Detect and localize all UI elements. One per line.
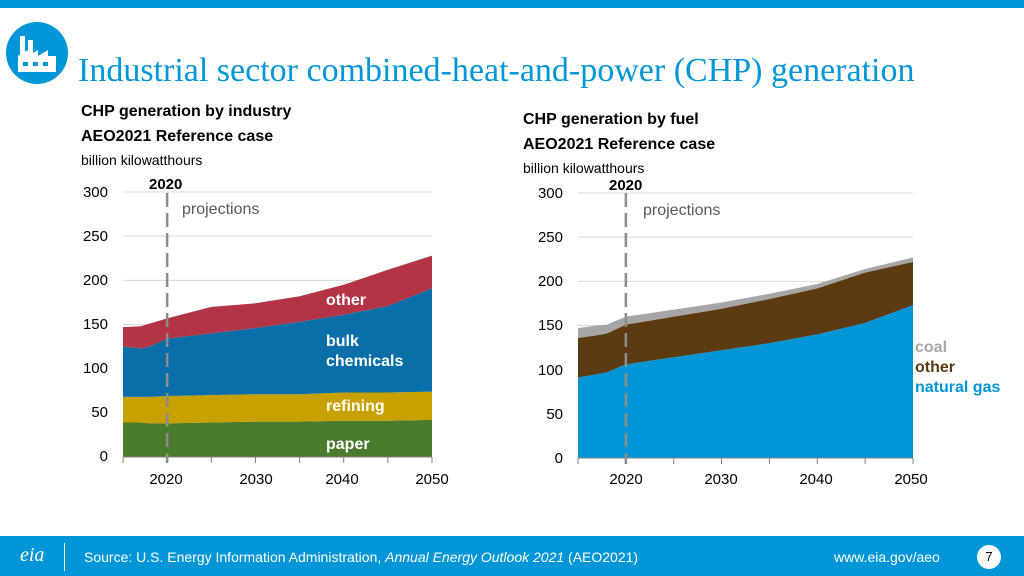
- left-x-tick: 2040: [325, 471, 359, 488]
- source-publication: Annual Energy Outlook 2021: [385, 549, 565, 565]
- right-y-tick: 100: [537, 362, 563, 379]
- left-y-tick: 200: [82, 272, 108, 289]
- legend-natural-gas: natural gas: [915, 379, 1001, 396]
- page-title: Industrial sector combined-heat-and-powe…: [78, 52, 915, 89]
- bulk-chemicals-label: bulk chemicals: [326, 333, 404, 370]
- right-chart-units: billion kilowatthours: [523, 160, 645, 176]
- right-y-tick: 0: [554, 450, 563, 467]
- left-projections-label: projections: [182, 201, 260, 218]
- right-x-tick: 2020: [609, 471, 643, 488]
- other-industry-label: other: [326, 292, 366, 309]
- left-chart-case: AEO2021 Reference case: [81, 128, 274, 145]
- left-x-tick: 2050: [415, 471, 449, 488]
- footer-divider: [64, 543, 65, 571]
- right-x-tick: 2050: [894, 471, 928, 488]
- left-chart-title: CHP generation by industry: [81, 103, 292, 120]
- top-accent-bar: [0, 0, 1024, 8]
- right-y-tick: 200: [537, 273, 563, 290]
- left-x-tick: 2030: [239, 471, 273, 488]
- right-y-tick: 300: [537, 185, 563, 202]
- area-bulk-chemicals: [123, 288, 432, 397]
- area-paper: [123, 419, 432, 457]
- legend-other-fuel: other: [915, 359, 955, 376]
- left-y-tick: 250: [82, 228, 108, 245]
- left-x-tick: 2020: [149, 471, 183, 488]
- right-y-tick: 150: [537, 317, 563, 334]
- paper-label: paper: [326, 436, 370, 453]
- left-y-tick: 0: [99, 448, 108, 465]
- area-coal: [578, 257, 913, 338]
- right-chart-case: AEO2021 Reference case: [523, 136, 716, 153]
- area-natural-gas: [578, 305, 913, 458]
- source-prefix: Source: U.S. Energy Information Administ…: [84, 549, 386, 565]
- legend-coal: coal: [915, 339, 948, 356]
- right-x-tick: 2040: [799, 471, 833, 488]
- source-suffix: (AEO2021): [564, 549, 639, 565]
- right-y-tick: 250: [537, 229, 563, 246]
- area-other: [578, 261, 913, 378]
- area-other: [123, 255, 432, 349]
- right-chart-title: CHP generation by fuel: [523, 111, 699, 128]
- area-refining: [123, 391, 432, 424]
- right-marker-year-label: 2020: [609, 177, 643, 194]
- right-chart-plot: [577, 192, 914, 464]
- left-y-tick: 150: [82, 316, 108, 333]
- source-note: Source: U.S. Energy Information Administ…: [84, 549, 638, 565]
- left-y-tick: 100: [82, 360, 108, 377]
- refining-label: refining: [326, 398, 385, 415]
- left-marker-year-label: 2020: [149, 176, 183, 193]
- right-projections-label: projections: [643, 202, 721, 219]
- right-y-tick: 50: [546, 406, 563, 423]
- footer-url[interactable]: www.eia.gov/aeo: [834, 549, 940, 565]
- left-chart-plot: [122, 191, 433, 463]
- left-y-tick: 300: [82, 184, 108, 201]
- footer-bar: [0, 536, 1024, 576]
- factory-icon: [6, 22, 68, 84]
- eia-logo: eia: [20, 544, 45, 566]
- page-number: 7: [977, 545, 1001, 569]
- left-chart-units: billion kilowatthours: [81, 152, 203, 168]
- left-y-tick: 50: [91, 404, 108, 421]
- right-x-tick: 2030: [704, 471, 738, 488]
